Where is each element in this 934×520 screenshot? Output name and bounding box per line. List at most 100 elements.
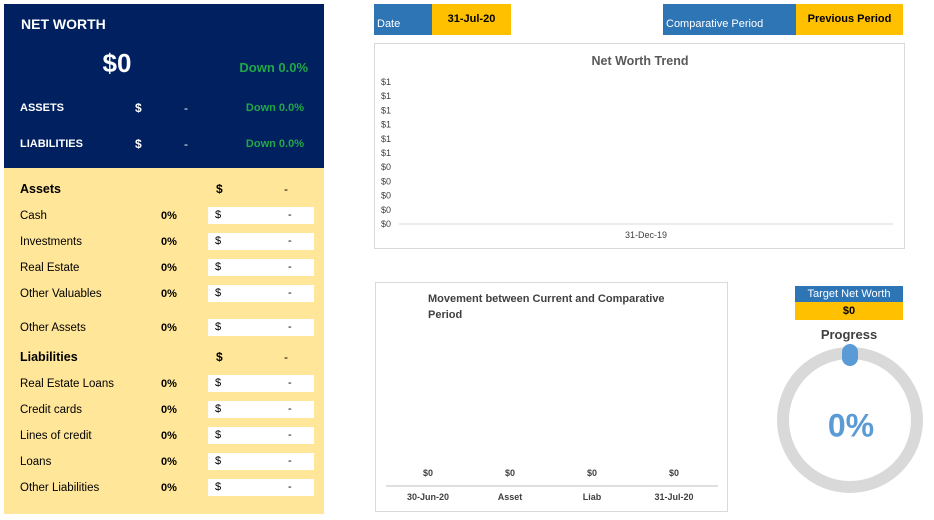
movement-category-label: 30-Jun-20 <box>407 492 449 502</box>
asset-pct-other-valuables: 0% <box>161 288 177 300</box>
target-net-worth-input[interactable]: $0 <box>795 302 903 320</box>
asset-input-other-valuables[interactable]: $ - <box>208 285 314 302</box>
asset-pct-real-estate: 0% <box>161 262 177 274</box>
asset-label-other-valuables: Other Valuables <box>20 288 102 300</box>
liability-input-real-estate-loans[interactable]: $ - <box>208 375 314 392</box>
liabilities-total-dollar: $ <box>216 350 223 364</box>
liability-input-lines-of-credit[interactable]: $ - <box>208 427 314 444</box>
net-worth-value: $0 <box>102 48 132 78</box>
liability-label-real-estate-loans: Real Estate Loans <box>20 378 114 390</box>
trend-y-tick-label: $0 <box>381 176 391 186</box>
trend-y-tick-label: $0 <box>381 162 391 172</box>
asset-pct-cash: 0% <box>161 210 177 222</box>
net-worth-trend-chart: Net Worth Trend $1 $1 $1 $1 $1 $1 $0 $0 $0 $0 $0 3… <box>374 43 905 249</box>
progress-percentage: 0% <box>828 407 874 443</box>
liability-label-credit-cards: Credit cards <box>20 404 82 416</box>
cell-value: - <box>288 209 292 221</box>
liability-pct-credit-cards: 0% <box>161 404 177 416</box>
asset-input-other-assets[interactable]: $ - <box>208 319 314 336</box>
dollar-sign: $ <box>215 481 222 493</box>
movement-category-label: 31-Jul-20 <box>654 492 693 502</box>
cell-value: - <box>288 377 292 389</box>
assets-heading: Assets <box>20 182 61 196</box>
asset-label-other-assets: Other Assets <box>20 322 86 334</box>
liability-label-lines-of-credit: Lines of credit <box>20 430 92 442</box>
liability-input-loans[interactable]: $ - <box>208 453 314 470</box>
comparative-period-label: Comparative Period <box>663 4 796 35</box>
cell-value: - <box>288 235 292 247</box>
movement-data-label: $0 <box>669 468 679 478</box>
net-worth-summary-panel: NET WORTH $0 Down 0.0% ASSETS $ - Down 0… <box>4 4 324 168</box>
trend-chart-title: Net Worth Trend <box>592 54 689 68</box>
trend-y-tick-label: $0 <box>381 191 391 201</box>
trend-y-tick-label: $1 <box>381 91 391 101</box>
movement-chart-svg: Movement between Current and Comparative… <box>386 293 718 502</box>
liability-input-other-liabilities[interactable]: $ - <box>208 479 314 496</box>
dollar-sign: $ <box>215 287 222 299</box>
trend-y-tick-label: $1 <box>381 105 391 115</box>
progress-ring-marker <box>842 344 858 366</box>
assets-summary-label: ASSETS <box>20 102 65 114</box>
assets-summary-dollar: $ <box>135 101 142 115</box>
asset-label-real-estate: Real Estate <box>20 262 80 274</box>
trend-y-tick-label: $1 <box>381 148 391 158</box>
net-worth-title: NET WORTH <box>21 16 106 32</box>
asset-input-cash[interactable]: $ - <box>208 207 314 224</box>
dollar-sign: $ <box>215 429 222 441</box>
asset-pct-investments: 0% <box>161 236 177 248</box>
liability-input-credit-cards[interactable]: $ - <box>208 401 314 418</box>
liabilities-summary-dollar: $ <box>135 137 142 151</box>
trend-y-tick-label: $0 <box>381 205 391 215</box>
dollar-sign: $ <box>215 261 222 273</box>
liability-pct-loans: 0% <box>161 456 177 468</box>
detail-panel: Assets $ - Cash 0% $ - Investments 0% $ - … <box>4 168 324 514</box>
trend-x-tick-label: 31-Dec-19 <box>625 230 667 240</box>
target-net-worth-label: Target Net Worth <box>795 286 903 302</box>
trend-y-tick-label: $1 <box>381 77 391 87</box>
comparative-period-select[interactable]: Previous Period <box>796 4 903 35</box>
asset-pct-other-assets: 0% <box>161 322 177 334</box>
cell-value: - <box>288 455 292 467</box>
liabilities-heading: Liabilities <box>20 350 78 364</box>
dollar-sign: $ <box>215 321 222 333</box>
asset-label-cash: Cash <box>20 210 47 222</box>
trend-chart-svg: Net Worth Trend $1 $1 $1 $1 $1 $1 $0 $0 $0 $0 $0 3… <box>381 54 893 240</box>
assets-summary-change: Down 0.0% <box>245 102 304 114</box>
dollar-sign: $ <box>215 455 222 467</box>
asset-input-investments[interactable]: $ - <box>208 233 314 250</box>
trend-y-tick-label: $0 <box>381 219 391 229</box>
progress-ring: 0% <box>777 344 923 493</box>
movement-data-label: $0 <box>587 468 597 478</box>
dollar-sign: $ <box>215 403 222 415</box>
date-input[interactable]: 31-Jul-20 <box>432 4 511 35</box>
trend-y-tick-label: $1 <box>381 120 391 130</box>
dollar-sign: $ <box>215 377 222 389</box>
liabilities-summary-value: - <box>184 137 188 151</box>
dollar-sign: $ <box>215 235 222 247</box>
dollar-sign: $ <box>215 209 222 221</box>
assets-summary-value: - <box>184 101 188 115</box>
liabilities-summary-change: Down 0.0% <box>245 138 304 150</box>
net-worth-change: Down 0.0% <box>239 60 308 75</box>
liability-pct-lines-of-credit: 0% <box>161 430 177 442</box>
liabilities-summary-label: LIABILITIES <box>20 138 83 150</box>
liability-label-other-liabilities: Other Liabilities <box>20 482 100 494</box>
cell-value: - <box>288 403 292 415</box>
assets-total-dollar: $ <box>216 182 223 196</box>
movement-category-label: Liab <box>583 492 602 502</box>
cell-value: - <box>288 287 292 299</box>
movement-chart: Movement between Current and Comparative… <box>375 282 728 512</box>
asset-input-real-estate[interactable]: $ - <box>208 259 314 276</box>
liability-label-loans: Loans <box>20 456 52 468</box>
movement-data-label: $0 <box>505 468 515 478</box>
date-label: Date <box>374 4 432 35</box>
assets-total-value: - <box>284 182 288 196</box>
movement-data-label: $0 <box>423 468 433 478</box>
progress-title: Progress <box>820 327 878 342</box>
cell-value: - <box>288 429 292 441</box>
asset-label-investments: Investments <box>20 236 82 248</box>
liability-pct-other-liabilities: 0% <box>161 482 177 494</box>
trend-y-tick-label: $1 <box>381 134 391 144</box>
liability-pct-real-estate-loans: 0% <box>161 378 177 390</box>
cell-value: - <box>288 481 292 493</box>
